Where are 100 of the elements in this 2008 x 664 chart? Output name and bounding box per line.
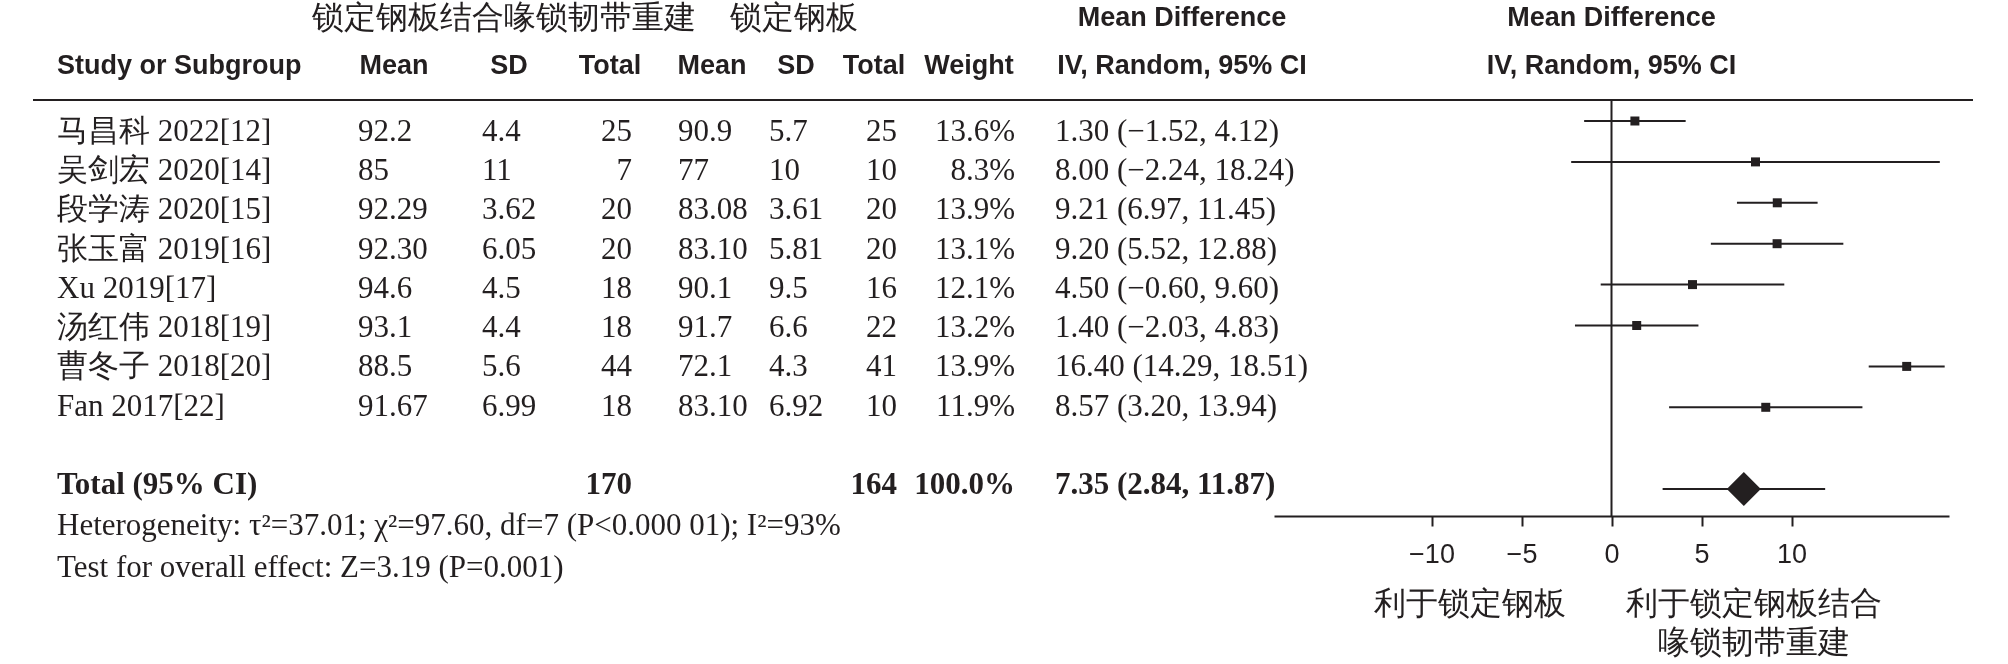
- text: 20: [601, 230, 632, 266]
- text: Test for overall effect: Z=3.19 (P=0.001): [57, 549, 564, 584]
- category-label: 马昌科 2022[12]: [57, 112, 272, 148]
- text: 92.29: [358, 191, 428, 227]
- text: 7.35 (2.84, 11.87): [1055, 466, 1276, 502]
- text: 94.6: [358, 269, 413, 305]
- x-tick-label: 10: [1776, 538, 1808, 569]
- text: 13.9%: [934, 348, 1015, 384]
- x-tick-label: 0: [1604, 538, 1620, 569]
- text: 10: [769, 151, 800, 187]
- text: 85: [358, 151, 389, 187]
- text: 20: [866, 191, 897, 227]
- text: 4.4: [482, 112, 521, 148]
- text: 10: [866, 151, 897, 187]
- category-label: Total: [578, 50, 642, 80]
- text: 83.10: [678, 387, 748, 423]
- text: 20: [601, 191, 632, 227]
- text: 1.40 (−2.03, 4.83): [1055, 309, 1280, 345]
- text: 锁定钢板: [729, 0, 858, 35]
- text: 锁定钢板结合喙锁韧带重建: [311, 0, 697, 35]
- category-label: IV, Random, 95% CI: [1057, 50, 1307, 80]
- text: 18: [601, 269, 632, 305]
- text: 4.5: [482, 269, 521, 305]
- x-tick-label: −5: [1506, 538, 1538, 569]
- category-label: SD: [490, 50, 528, 80]
- text: Mean Difference: [1077, 2, 1287, 32]
- text: 91.67: [358, 387, 428, 423]
- text: 4.50 (−0.60, 9.60): [1055, 269, 1280, 305]
- text: 13.1%: [934, 230, 1015, 266]
- text: 1.30 (−1.52, 4.12): [1055, 112, 1280, 148]
- text: 18: [601, 309, 632, 345]
- text: 12.1%: [934, 269, 1015, 305]
- category-label: 曹冬子 2018[20]: [57, 348, 272, 384]
- text: 8.57 (3.20, 13.94): [1055, 387, 1278, 423]
- text: 10: [866, 387, 897, 423]
- category-label: 张玉富 2019[16]: [57, 230, 272, 266]
- category-label: 吴剑宏 2020[14]: [57, 151, 272, 187]
- category-label: Weight: [924, 50, 1014, 80]
- x-tick-label: 5: [1694, 538, 1710, 569]
- text: 92.2: [358, 112, 413, 148]
- text: 83.10: [678, 230, 748, 266]
- text: 72.1: [678, 348, 733, 384]
- text: 7: [616, 151, 632, 187]
- category-label: 段学涛 2020[15]: [57, 191, 272, 227]
- text: 41: [866, 348, 897, 384]
- text: Study or Subgroup: [57, 50, 302, 80]
- text: 5.6: [482, 348, 521, 384]
- text: 8.00 (−2.24, 18.24): [1055, 151, 1295, 187]
- text: 90.1: [678, 269, 733, 305]
- text: 3.62: [482, 191, 537, 227]
- category-label: Total (95% CI): [57, 466, 258, 502]
- text: 25: [866, 112, 897, 148]
- category-label: Xu 2019[17]: [57, 269, 217, 305]
- text: 100.0%: [914, 466, 1015, 502]
- text: 13.6%: [934, 112, 1015, 148]
- text: 6.92: [769, 387, 824, 423]
- text: 9.21 (6.97, 11.45): [1055, 191, 1276, 227]
- text: 25: [601, 112, 632, 148]
- text: 77: [678, 151, 709, 187]
- text: 164: [850, 466, 897, 502]
- text: 20: [866, 230, 897, 266]
- text: 90.9: [678, 112, 733, 148]
- text: 5.81: [769, 230, 824, 266]
- text: 9.5: [769, 269, 808, 305]
- text: 93.1: [358, 309, 413, 345]
- text: 6.6: [769, 309, 808, 345]
- text: 4.4: [482, 309, 521, 345]
- chart-subtitle: IV, Random, 95% CI: [1486, 50, 1737, 80]
- text: 利于锁定钢板结合喙锁韧带重建: [1625, 585, 1882, 660]
- text: 16.40 (14.29, 18.51): [1055, 348, 1309, 384]
- text: 92.30: [358, 230, 428, 266]
- text: 6.05: [482, 230, 537, 266]
- category-label: Fan 2017[22]: [57, 387, 225, 423]
- category-label: Total: [842, 50, 906, 80]
- text: 利于锁定钢板: [1373, 585, 1566, 621]
- text: 13.9%: [934, 191, 1015, 227]
- text: 16: [866, 269, 897, 305]
- category-label: 汤红伟 2018[19]: [57, 309, 272, 345]
- text: 3.61: [769, 191, 824, 227]
- text: 6.99: [482, 387, 537, 423]
- text: Heterogeneity: τ²=37.01; χ²=97.60, df=7 (P<0.000 01); I²=93%: [57, 507, 841, 542]
- x-tick-label: −10: [1409, 538, 1455, 569]
- text: 9.20 (5.52, 12.88): [1055, 230, 1278, 266]
- text: 83.08: [678, 191, 748, 227]
- text: 8.3%: [950, 151, 1015, 187]
- category-label: Mean: [677, 50, 747, 80]
- text: 11: [482, 151, 512, 187]
- text: 88.5: [358, 348, 413, 384]
- text: 18: [601, 387, 632, 423]
- category-label: Mean: [359, 50, 429, 80]
- text: 11.9%: [936, 387, 1015, 423]
- text: 91.7: [678, 309, 733, 345]
- text: 44: [601, 348, 632, 384]
- text: 13.2%: [934, 309, 1015, 345]
- category-label: SD: [777, 50, 815, 80]
- chart-title: Mean Difference: [1507, 2, 1716, 32]
- text: 5.7: [769, 112, 808, 148]
- text: 4.3: [769, 348, 808, 384]
- text: 170: [585, 466, 632, 502]
- text: 22: [866, 309, 897, 345]
